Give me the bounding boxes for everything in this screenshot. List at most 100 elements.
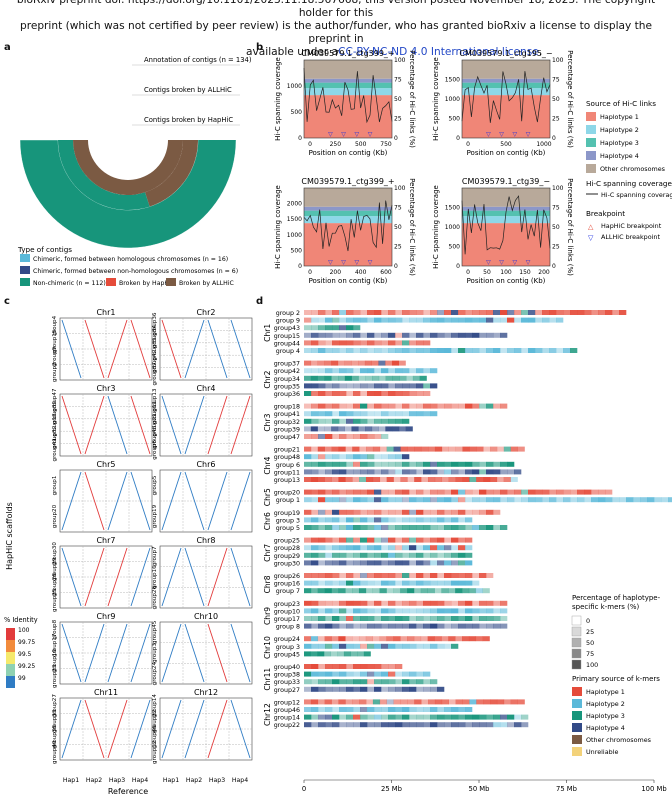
- kmer-bar-segment: [381, 310, 389, 315]
- kmer-bar-segment: [420, 636, 428, 642]
- kmer-bar-segment: [400, 699, 408, 705]
- kmer-bar-segment: [400, 446, 408, 452]
- kmer-bar-segment: [521, 310, 529, 315]
- kmer-bar-segment: [500, 600, 508, 606]
- kmer-bar-segment: [324, 588, 332, 594]
- kmer-bar-segment: [542, 348, 550, 353]
- kmer-bar-segment: [386, 588, 394, 594]
- kmer-bar-segment: [393, 446, 401, 452]
- alignment-line: [61, 623, 82, 683]
- chr-panel-title: Chr9: [96, 612, 115, 621]
- kmer-bar-segment: [325, 411, 333, 417]
- kmer-bar-segment: [430, 600, 438, 606]
- right-tick-label: 100: [394, 185, 406, 192]
- legend-pct-tick-1: 25: [586, 628, 594, 636]
- legend-label-2: Non-chimeric (n = 112): [33, 280, 106, 287]
- kmer-bar-segment: [346, 411, 354, 417]
- kmer-bar-segment: [395, 679, 403, 685]
- group-label: group 6: [276, 462, 300, 469]
- kmer-bar-segment: [500, 616, 508, 621]
- kmer-bar-segment: [451, 600, 459, 606]
- group-label: group15: [52, 329, 58, 353]
- kmer-bar-segment: [353, 560, 361, 566]
- kmer-bar-segment: [325, 332, 333, 338]
- kmer-bar-segment: [458, 573, 466, 578]
- kmer-bar-segment: [458, 509, 466, 515]
- kmer-bar-segment: [311, 643, 319, 649]
- kmer-bar-segment: [360, 461, 368, 467]
- kmer-bar-segment: [353, 545, 361, 551]
- kmer-bar-segment: [310, 446, 319, 452]
- kmer-bar-segment: [556, 317, 564, 323]
- kmer-bar-segment: [479, 310, 487, 315]
- kmer-bar-segment: [465, 332, 473, 338]
- allhic-breakpoint-marker: ▽: [328, 259, 333, 266]
- kmer-bar-segment: [346, 643, 354, 649]
- kmer-bar-segment: [437, 643, 445, 649]
- kmer-bar-segment: [311, 461, 319, 467]
- kmer-bar-segment: [311, 525, 319, 530]
- kmer-bar-segment: [345, 588, 353, 594]
- kmer-bar-segment: [458, 403, 466, 409]
- legend-cov-item: Hi-C spanning coverage: [601, 191, 672, 199]
- kmer-bar-segment: [324, 636, 332, 642]
- kmer-bar-segment: [409, 616, 417, 621]
- kmer-bar-segment: [441, 588, 449, 594]
- kmer-bar-segment: [598, 489, 606, 495]
- kmer-bar-segment: [318, 722, 326, 728]
- kmer-bar-segment: [402, 686, 410, 692]
- kmer-bar-segment: [317, 360, 325, 366]
- kmer-bar-segment: [304, 679, 312, 685]
- kmer-bar-segment: [367, 368, 375, 374]
- kmer-bar-segment: [430, 383, 438, 389]
- kmer-bar-segment: [668, 497, 672, 503]
- kmer-bar-segment: [490, 699, 498, 705]
- kmer-bar-segment: [318, 616, 326, 621]
- kmer-bar-segment: [479, 489, 487, 495]
- kmer-bar-segment: [444, 332, 452, 338]
- kmer-bar-segment: [395, 552, 403, 558]
- kmer-bar-segment: [472, 573, 480, 578]
- kmer-bar-segment: [437, 403, 445, 409]
- kmer-bar-segment: [381, 391, 389, 396]
- identity-colorbar-step: [6, 664, 15, 676]
- allhic-breakpoint-marker: ▽: [368, 131, 373, 138]
- kmer-bar-segment: [367, 643, 375, 649]
- alignment-line: [161, 547, 182, 607]
- alignment-line: [107, 623, 128, 683]
- kmer-bar-segment: [416, 623, 424, 629]
- annotation-label: Annotation of contigs (n = 134): [144, 56, 252, 64]
- kmer-bar-segment: [416, 552, 424, 558]
- header-line2: preprint (which was not certified by pee…: [19, 20, 653, 45]
- kmer-bar-segment: [339, 616, 347, 621]
- group-label: group36: [152, 312, 158, 336]
- kmer-bar-segment: [360, 368, 368, 374]
- kmer-bar-segment: [392, 426, 400, 432]
- kmer-bar-segment: [402, 411, 410, 417]
- group-label: group17: [274, 616, 300, 623]
- hap-label: Hap2: [186, 777, 202, 784]
- y-axis-label-left: Hi-C spanning coverage: [274, 57, 282, 141]
- kmer-bar-segment: [465, 525, 473, 530]
- kmer-bar-segment: [374, 317, 382, 323]
- kmer-bar-segment: [374, 497, 382, 503]
- kmer-bar-segment: [409, 552, 417, 558]
- kmer-bar-segment: [395, 368, 403, 374]
- license-link[interactable]: CC-BY-NC-ND 4.0 International license: [338, 46, 539, 58]
- kmer-bar-segment: [521, 497, 529, 503]
- kmer-bar-segment: [486, 600, 494, 606]
- kmer-bar-segment: [325, 623, 333, 629]
- kmer-bar-segment: [351, 426, 359, 432]
- alignment-line: [130, 547, 151, 607]
- kmer-bar-segment: [388, 537, 396, 543]
- kmer-bar-segment: [360, 664, 368, 669]
- kmer-bar-segment: [430, 310, 438, 315]
- kmer-bar-segment: [430, 722, 438, 728]
- kmer-bar-segment: [338, 446, 346, 452]
- kmer-bar-segment: [359, 699, 367, 705]
- kmer-bar-segment: [374, 686, 382, 692]
- kmer-bar-segment: [416, 332, 424, 338]
- kmer-bar-segment: [479, 348, 487, 353]
- hap-label: Hap3: [109, 777, 125, 784]
- kmer-bar-segment: [493, 310, 501, 315]
